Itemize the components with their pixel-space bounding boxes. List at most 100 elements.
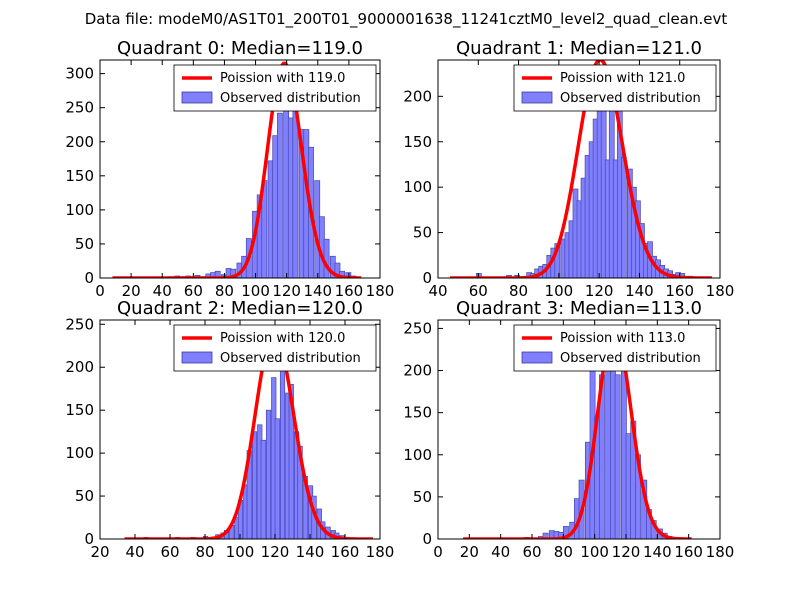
histogram-bar [334, 262, 341, 278]
histogram-bar [287, 117, 294, 278]
y-tick-label: 0 [422, 530, 432, 548]
y-tick-label: 200 [403, 362, 432, 380]
y-tick-label: 200 [65, 133, 94, 151]
histogram-bar [274, 418, 280, 539]
quadrant-panel-1: Quadrant 1: Median=121.0 40 60 80 100 120 140 1… [403, 38, 734, 300]
x-tick-label: 180 [366, 282, 395, 300]
histogram-bar [625, 433, 632, 539]
histogram-bar [251, 431, 258, 539]
x-tick-label: 80 [215, 282, 234, 300]
axes-frame [437, 59, 721, 279]
histogram-bar [277, 112, 283, 278]
legend-bar-swatch [521, 91, 553, 104]
histogram-bar [620, 156, 627, 278]
y-tick-label: 0 [422, 269, 432, 287]
axes-frame [99, 59, 381, 279]
histogram-bar [288, 384, 294, 539]
quadrant-panel-2: Quadrant 2: Median=120.0 20 40 60 80 100 120 14… [65, 298, 394, 561]
y-tick-label: 250 [403, 319, 432, 337]
legend-label-observed: Observed distribution [220, 91, 361, 106]
histogram-bar [475, 273, 482, 278]
x-tick-label: 20 [460, 543, 479, 561]
legend-label-poisson: Poission with 120.0 [220, 331, 345, 346]
x-tick-label: 80 [554, 543, 573, 561]
y-tick-label: 150 [403, 133, 432, 151]
y-tick-label: 100 [65, 444, 94, 462]
x-tick-label: 40 [491, 543, 510, 561]
y-tick-label: 50 [75, 235, 94, 253]
x-tick-label: 120 [612, 543, 641, 561]
x-tick-label: 140 [296, 543, 325, 561]
x-tick-label: 20 [90, 543, 109, 561]
x-tick-label: 180 [366, 543, 395, 561]
poisson-curve [112, 61, 362, 278]
y-tick-label: 150 [65, 167, 94, 185]
histogram-bar [292, 106, 299, 278]
quadrant-panel-3: Quadrant 3: Median=113.00 20 40 60 80 100 120 1… [403, 298, 734, 561]
y-tick-label: 200 [403, 87, 432, 105]
panels: Quadrant 0: Median=119.00 20 40 60 80 100 120 1… [65, 38, 734, 561]
panel-title: Quadrant 2: Median=120.0 [117, 298, 363, 319]
y-tick-label: 150 [65, 401, 94, 419]
y-tick-label: 50 [75, 487, 94, 505]
legend-bar-swatch [181, 351, 213, 364]
histogram-bar [605, 351, 612, 539]
poisson-curve [124, 331, 373, 539]
poisson-curve [462, 326, 692, 539]
x-tick-label: 160 [331, 543, 360, 561]
y-tick-label: 100 [403, 446, 432, 464]
legend: Poission with 120.0 Observed distribution [173, 324, 377, 372]
panel-title: Quadrant 3: Median=113.0 [456, 298, 702, 319]
legend: Poission with 113.0 Observed distribution [513, 324, 717, 372]
x-tick-label: 160 [674, 543, 703, 561]
panel-title: Quadrant 1: Median=121.0 [456, 38, 702, 59]
legend-bar-swatch [521, 351, 553, 364]
x-tick-label: 100 [580, 543, 609, 561]
legend-label-observed: Observed distribution [220, 351, 361, 366]
x-tick-label: 100 [241, 282, 270, 300]
x-tick-label: 100 [226, 543, 255, 561]
legend-label-poisson: Poission with 121.0 [560, 71, 685, 86]
x-tick-label: 60 [160, 543, 179, 561]
histogram-bar [283, 99, 289, 278]
histogram-bar [260, 439, 266, 539]
x-tick-label: 120 [585, 282, 614, 300]
figure-suptitle: Data file: modeM0/AS1T01_200T01_90000016… [85, 10, 728, 29]
histogram-bar [267, 160, 274, 278]
x-tick-label: 160 [335, 282, 364, 300]
x-tick-label: 40 [428, 282, 447, 300]
x-tick-label: 140 [643, 543, 672, 561]
x-tick-label: 0 [433, 543, 443, 561]
x-tick-label: 20 [122, 282, 141, 300]
histogram-bar [265, 409, 272, 539]
y-tick-label: 0 [84, 269, 94, 287]
histogram-bar [279, 368, 286, 539]
y-tick-label: 250 [65, 315, 94, 333]
quadrant-panel-0: Quadrant 0: Median=119.00 20 40 60 80 100 120 1… [65, 38, 394, 300]
y-tick-label: 100 [403, 178, 432, 196]
histogram-bar [614, 374, 621, 539]
axes-frame [437, 319, 721, 540]
histogram-bar [214, 270, 221, 278]
histogram-bar [323, 238, 330, 278]
y-tick-label: 150 [403, 404, 432, 422]
y-tick-label: 100 [65, 201, 94, 219]
x-tick-label: 140 [625, 282, 654, 300]
x-tick-label: 120 [261, 543, 290, 561]
x-tick-label: 100 [545, 282, 574, 300]
histogram-bars [168, 99, 356, 278]
y-tick-label: 250 [65, 99, 94, 117]
x-tick-label: 160 [665, 282, 694, 300]
x-tick-label: 60 [522, 543, 541, 561]
y-tick-label: 50 [413, 224, 432, 242]
y-tick-label: 0 [84, 530, 94, 548]
x-tick-label: 140 [303, 282, 332, 300]
legend-label-observed: Observed distribution [560, 91, 701, 106]
x-tick-label: 0 [95, 282, 105, 300]
histogram-bar [272, 135, 279, 278]
x-tick-label: 120 [272, 282, 301, 300]
x-tick-label: 80 [195, 543, 214, 561]
y-tick-label: 300 [65, 65, 94, 83]
x-tick-label: 40 [125, 543, 144, 561]
